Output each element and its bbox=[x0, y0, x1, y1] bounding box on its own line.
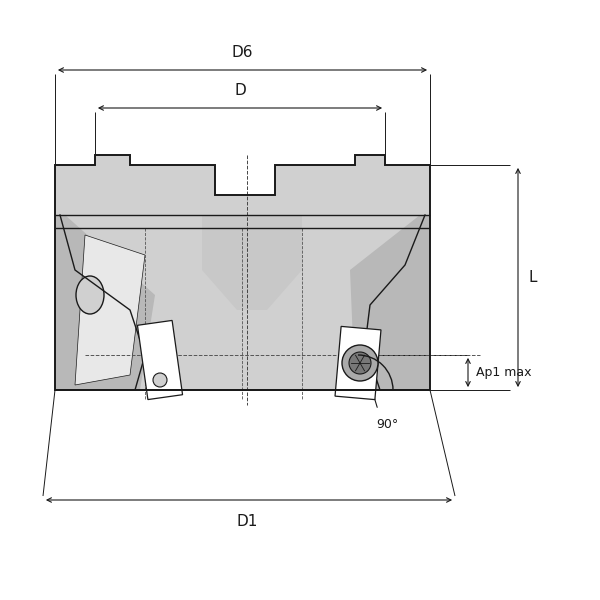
Circle shape bbox=[342, 345, 378, 381]
Circle shape bbox=[153, 373, 167, 387]
Polygon shape bbox=[55, 215, 430, 390]
Text: D6: D6 bbox=[232, 45, 253, 60]
Text: Ap1 max: Ap1 max bbox=[476, 366, 532, 379]
Text: 90°: 90° bbox=[376, 418, 398, 431]
Polygon shape bbox=[55, 215, 155, 390]
Polygon shape bbox=[335, 326, 381, 400]
Polygon shape bbox=[137, 320, 182, 400]
Text: D: D bbox=[234, 83, 246, 98]
Polygon shape bbox=[202, 215, 302, 310]
Polygon shape bbox=[350, 215, 430, 390]
Polygon shape bbox=[75, 235, 145, 385]
Polygon shape bbox=[55, 155, 430, 215]
Circle shape bbox=[349, 352, 371, 374]
Ellipse shape bbox=[76, 276, 104, 314]
Text: L: L bbox=[528, 270, 536, 285]
Text: D1: D1 bbox=[237, 514, 258, 529]
